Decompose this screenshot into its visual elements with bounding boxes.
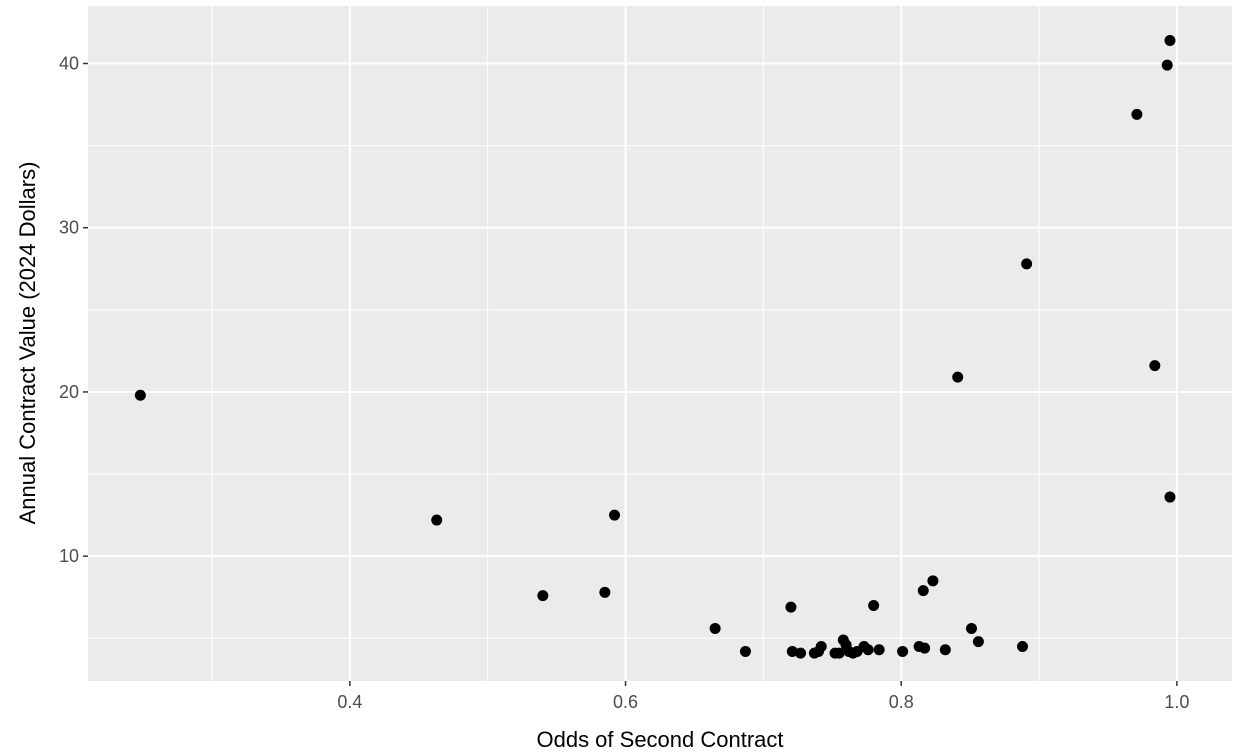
- data-point: [537, 590, 549, 602]
- data-point: [833, 647, 845, 659]
- x-tick-label: 0.6: [613, 692, 638, 712]
- y-tick-label: 20: [59, 382, 79, 402]
- data-point: [927, 575, 939, 587]
- data-point: [862, 644, 874, 656]
- data-point: [939, 644, 951, 656]
- data-point: [952, 371, 964, 383]
- data-point: [897, 645, 909, 657]
- y-axis-ticks: 10 20 30 40: [59, 53, 88, 566]
- data-point: [1131, 108, 1143, 120]
- y-tick-label: 10: [59, 546, 79, 566]
- data-point: [868, 599, 880, 611]
- y-tick-label: 30: [59, 218, 79, 238]
- plot-panel: [88, 6, 1232, 681]
- data-point: [431, 514, 443, 526]
- data-point: [1161, 59, 1173, 71]
- grid-minor: [88, 6, 1232, 681]
- x-axis-title: Odds of Second Contract: [536, 727, 783, 752]
- data-point: [1164, 491, 1176, 503]
- data-point: [972, 636, 984, 648]
- x-tick-label: 0.8: [889, 692, 914, 712]
- grid-major: [88, 6, 1232, 681]
- data-point: [709, 622, 721, 634]
- data-point: [599, 586, 611, 598]
- x-tick-label: 1.0: [1164, 692, 1189, 712]
- data-point: [1149, 360, 1161, 372]
- data-point: [873, 644, 885, 656]
- data-point: [786, 645, 798, 657]
- data-point: [1016, 641, 1028, 653]
- data-point: [919, 642, 931, 654]
- data-point: [739, 645, 751, 657]
- data-point: [785, 601, 797, 613]
- data-point: [815, 641, 827, 653]
- data-point: [917, 585, 929, 597]
- data-point: [795, 647, 807, 659]
- x-axis-ticks: 0.4 0.6 0.8 1.0: [337, 681, 1189, 712]
- data-point: [1021, 258, 1033, 270]
- data-point: [609, 509, 621, 521]
- data-points: [134, 34, 1176, 659]
- x-tick-label: 0.4: [337, 692, 362, 712]
- data-point: [965, 622, 977, 634]
- data-point: [1164, 34, 1176, 46]
- y-axis-title: Annual Contract Value (2024 Dollars): [15, 162, 40, 525]
- y-tick-label: 40: [59, 53, 79, 73]
- data-point: [134, 389, 146, 401]
